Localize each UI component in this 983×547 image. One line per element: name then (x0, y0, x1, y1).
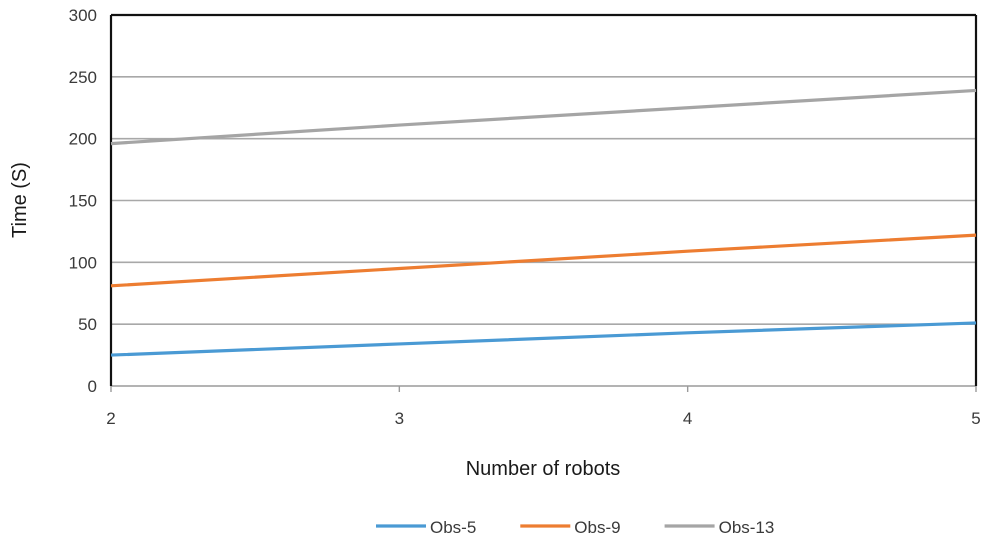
x-tick-labels: 2 3 4 5 (106, 409, 980, 428)
series (110, 88, 977, 357)
x-axis-title: Number of robots (466, 458, 621, 480)
legend-item: Obs-5 (376, 518, 476, 537)
legend: Obs-5 Obs-9 Obs-13 (376, 518, 774, 537)
x-tick-label: 3 (395, 409, 404, 428)
legend-label: Obs-13 (719, 518, 775, 537)
y-tick-labels: 0 50 100 150 200 250 300 (69, 6, 97, 396)
legend-label: Obs-5 (430, 518, 476, 537)
series-line-obs-9 (110, 233, 977, 288)
y-tick-label: 250 (69, 68, 97, 87)
y-tick-label: 150 (69, 192, 97, 211)
legend-item: Obs-9 (520, 518, 621, 537)
x-tick-label: 4 (683, 409, 692, 428)
axes (109, 13, 978, 392)
series-line-obs-13 (110, 88, 977, 146)
x-tick-label: 5 (971, 409, 980, 428)
y-tick-label: 300 (69, 6, 97, 25)
y-axis-title: Time (S) (9, 162, 31, 238)
legend-label: Obs-9 (574, 518, 620, 537)
y-tick-label: 0 (88, 377, 97, 396)
y-tick-label: 200 (69, 130, 97, 149)
series-line-obs-5 (110, 321, 977, 357)
legend-item: Obs-13 (664, 518, 775, 537)
y-tick-label: 50 (78, 315, 97, 334)
x-tick-label: 2 (106, 409, 115, 428)
y-tick-label: 100 (69, 253, 97, 272)
